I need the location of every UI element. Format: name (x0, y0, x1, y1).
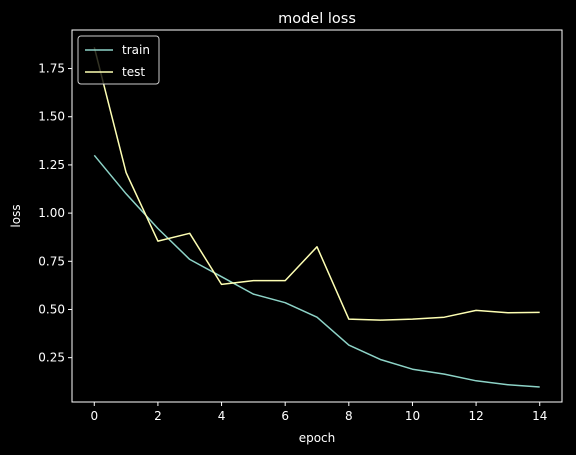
x-tick-label: 10 (405, 409, 420, 423)
y-tick-label: 0.25 (38, 351, 65, 365)
y-tick-label: 1.75 (38, 62, 65, 76)
x-tick-label: 6 (281, 409, 289, 423)
series-line-test (93, 47, 540, 321)
x-tick-label: 8 (345, 409, 353, 423)
y-tick-label: 0.75 (38, 254, 65, 268)
chart-title: model loss (278, 11, 356, 27)
x-tick-label: 0 (90, 409, 98, 423)
legend-label-test: test (122, 65, 145, 79)
legend: train test (77, 35, 160, 85)
y-tick-label: 1.50 (38, 110, 65, 124)
x-axis-label: epoch (299, 431, 336, 445)
plot-frame (71, 29, 563, 403)
y-axis-label: loss (9, 204, 23, 227)
x-tick-label: 2 (154, 409, 162, 423)
x-tick-label: 14 (532, 409, 547, 423)
legend-label-train: train (122, 43, 150, 57)
y-tick-label: 1.25 (38, 158, 65, 172)
y-tick-label: 0.50 (38, 302, 65, 316)
x-axis-ticks: 0 2 4 6 8 10 12 14 (90, 402, 547, 423)
y-tick-label: 1.00 (38, 206, 65, 220)
x-tick-label: 4 (218, 409, 226, 423)
x-tick-label: 12 (468, 409, 483, 423)
series-layer (93, 47, 540, 388)
y-axis-ticks: 0.25 0.50 0.75 1.00 1.25 1.50 1.75 (38, 62, 72, 365)
